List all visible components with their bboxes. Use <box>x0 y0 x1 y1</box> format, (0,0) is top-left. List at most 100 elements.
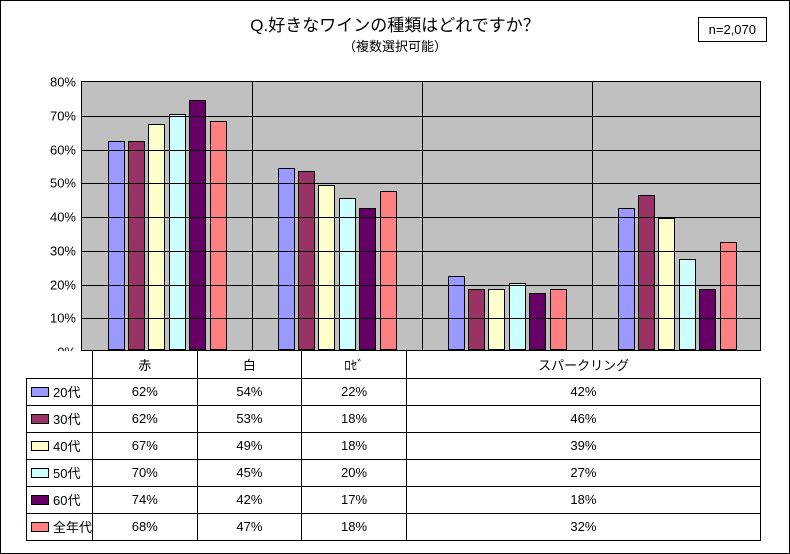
bar <box>210 121 227 351</box>
grid-line <box>82 318 760 319</box>
y-axis-label: 10% <box>50 311 76 326</box>
table-value-cell: 17% <box>302 486 407 513</box>
table-row: 60代 74%42%17%18% <box>27 486 761 513</box>
legend-cell: 60代 <box>27 486 93 513</box>
table-corner-cell <box>27 351 93 378</box>
bar <box>509 283 526 351</box>
legend-swatch-icon <box>31 495 49 505</box>
table-row: 全年代68%47%18%32% <box>27 513 761 540</box>
table-value-cell: 53% <box>197 405 302 432</box>
table-value-cell: 68% <box>93 513 198 540</box>
bar <box>638 195 655 350</box>
bar <box>618 208 635 350</box>
bar <box>488 289 505 350</box>
chart-plot-area: 0%10%20%30%40%50%60%70%80% <box>81 81 761 351</box>
legend-swatch-icon <box>31 522 49 532</box>
bar <box>359 208 376 350</box>
bar <box>468 289 485 350</box>
legend-label: 30代 <box>53 412 80 427</box>
legend-label: 全年代 <box>53 520 92 535</box>
table-value-cell: 42% <box>406 378 760 405</box>
bar <box>699 289 716 350</box>
table-value-cell: 39% <box>406 432 760 459</box>
table-value-cell: 62% <box>93 405 198 432</box>
grid-line <box>82 285 760 286</box>
category-separator <box>422 82 423 350</box>
chart-subtitle: （複数選択可能） <box>1 36 789 55</box>
table-row: 30代 62%53%18%46% <box>27 405 761 432</box>
bar <box>318 185 335 350</box>
table-value-cell: 49% <box>197 432 302 459</box>
table-value-cell: 22% <box>302 378 407 405</box>
table-row: 40代 67%49%18%39% <box>27 432 761 459</box>
legend-swatch-icon <box>31 387 49 397</box>
table-category-header: 白 <box>197 351 302 378</box>
legend-swatch-icon <box>31 441 49 451</box>
bar <box>148 124 165 350</box>
table-value-cell: 70% <box>93 459 198 486</box>
bar <box>189 100 206 350</box>
y-axis-label: 70% <box>50 108 76 123</box>
y-axis-label: 20% <box>50 277 76 292</box>
grid-line <box>82 183 760 184</box>
bar <box>380 191 397 350</box>
bar <box>298 171 315 350</box>
y-axis-label: 60% <box>50 142 76 157</box>
table-value-cell: 18% <box>302 513 407 540</box>
bar <box>278 168 295 350</box>
data-table: 赤白ﾛｾﾞスパークリング20代62%54%22%42%30代62%53%18%4… <box>26 351 761 541</box>
bar <box>720 242 737 350</box>
table-category-header: ﾛｾﾞ <box>302 351 407 378</box>
y-axis-label: 40% <box>50 210 76 225</box>
legend-cell: 40代 <box>27 432 93 459</box>
y-axis-label: 80% <box>50 75 76 90</box>
table-row: 50代 70%45%20%27% <box>27 459 761 486</box>
bar-zone <box>82 82 760 350</box>
grid-line <box>82 116 760 117</box>
table-value-cell: 18% <box>302 432 407 459</box>
bar <box>339 198 356 350</box>
category-separator <box>592 82 593 350</box>
legend-label: 60代 <box>53 493 80 508</box>
y-axis-label: 50% <box>50 176 76 191</box>
table-row: 20代 62%54%22%42% <box>27 378 761 405</box>
table-value-cell: 32% <box>406 513 760 540</box>
sample-size-box: n=2,070 <box>698 17 767 42</box>
legend-swatch-icon <box>31 414 49 424</box>
legend-label: 20代 <box>53 385 80 400</box>
table-value-cell: 45% <box>197 459 302 486</box>
legend-cell: 20代 <box>27 378 93 405</box>
data-table-wrap: 赤白ﾛｾﾞスパークリング20代62%54%22%42%30代62%53%18%4… <box>26 351 761 541</box>
table-category-header: 赤 <box>93 351 198 378</box>
bar <box>550 289 567 350</box>
table-value-cell: 18% <box>302 405 407 432</box>
table-value-cell: 47% <box>197 513 302 540</box>
grid-line <box>82 217 760 218</box>
y-axis-label: 30% <box>50 243 76 258</box>
category-separator <box>252 82 253 350</box>
table-value-cell: 74% <box>93 486 198 513</box>
grid-line <box>82 251 760 252</box>
bar <box>448 276 465 350</box>
table-value-cell: 67% <box>93 432 198 459</box>
table-header-row: 赤白ﾛｾﾞスパークリング <box>27 351 761 378</box>
table-category-header: スパークリング <box>406 351 760 378</box>
legend-cell: 50代 <box>27 459 93 486</box>
legend-cell: 全年代 <box>27 513 93 540</box>
bar <box>679 259 696 350</box>
table-value-cell: 42% <box>197 486 302 513</box>
legend-label: 40代 <box>53 439 80 454</box>
table-value-cell: 20% <box>302 459 407 486</box>
legend-label: 50代 <box>53 466 80 481</box>
chart-frame: Q.好きなワインの種類はどれですか？ （複数選択可能） n=2,070 0%10… <box>0 0 790 554</box>
table-value-cell: 54% <box>197 378 302 405</box>
legend-swatch-icon <box>31 468 49 478</box>
table-value-cell: 46% <box>406 405 760 432</box>
table-value-cell: 62% <box>93 378 198 405</box>
table-value-cell: 27% <box>406 459 760 486</box>
title-block: Q.好きなワインの種類はどれですか？ （複数選択可能） <box>1 11 789 55</box>
bar <box>529 293 546 350</box>
grid-line <box>82 150 760 151</box>
chart-title: Q.好きなワインの種類はどれですか？ <box>1 11 789 36</box>
table-value-cell: 18% <box>406 486 760 513</box>
